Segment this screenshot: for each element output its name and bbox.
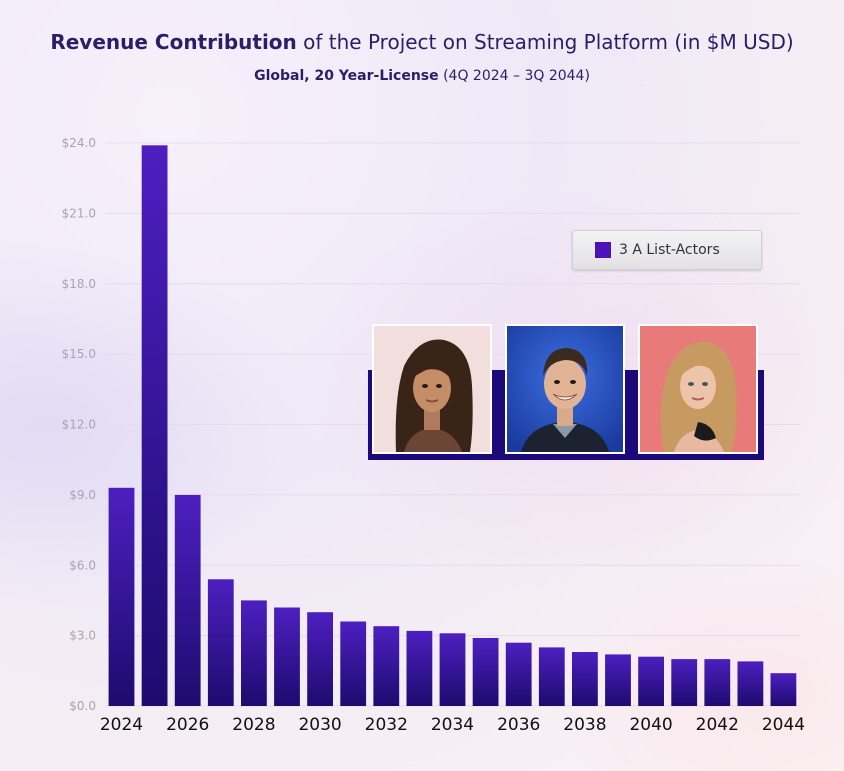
x-tick-label: 2032 bbox=[365, 715, 408, 735]
bar-2029 bbox=[274, 607, 300, 706]
bar-2033 bbox=[406, 630, 433, 706]
bar-2026 bbox=[174, 494, 201, 706]
bar-2037 bbox=[538, 647, 565, 706]
actor-photo-2 bbox=[505, 324, 625, 454]
bar-2035 bbox=[472, 638, 499, 706]
x-tick-label: 2036 bbox=[497, 715, 540, 735]
chart-title-rest: of the Project on Streaming Platform (in… bbox=[296, 30, 794, 54]
actor-photos bbox=[368, 324, 764, 460]
bar-2034 bbox=[439, 633, 466, 706]
bar-2043 bbox=[737, 661, 764, 706]
x-tick-label: 2024 bbox=[100, 715, 143, 735]
x-tick-label: 2044 bbox=[762, 715, 805, 735]
x-tick-label: 2030 bbox=[298, 715, 341, 735]
y-tick-label: $0.0 bbox=[69, 699, 96, 713]
bar-2036 bbox=[505, 642, 532, 706]
bar-2044 bbox=[770, 673, 797, 706]
y-tick-label: $6.0 bbox=[69, 558, 96, 572]
bar-2038 bbox=[572, 652, 598, 706]
bar-2024 bbox=[108, 487, 135, 706]
actor-photo-3 bbox=[638, 324, 758, 454]
bar-2027 bbox=[207, 579, 234, 706]
bar-2028 bbox=[241, 600, 267, 706]
bar-2032 bbox=[373, 626, 400, 706]
chart-title: Revenue Contribution of the Project on S… bbox=[0, 30, 844, 54]
x-tick-label: 2038 bbox=[563, 715, 606, 735]
x-tick-label: 2028 bbox=[232, 715, 275, 735]
legend-label: 3 A List-Actors bbox=[619, 242, 720, 258]
x-axis-ticks: 2024 2026 2028 2030 2032 2034 2036 2038 2040 2042… bbox=[100, 715, 805, 735]
bars bbox=[108, 145, 797, 707]
y-axis-ticks: $0.0 $3.0 $6.0 $9.0 $12.0 $15.0 $18.0 $21.0 $24.… bbox=[62, 136, 96, 713]
chart-title-bold: Revenue Contribution bbox=[50, 30, 297, 54]
person-photo-2-icon bbox=[507, 326, 623, 452]
bar-2030 bbox=[307, 612, 333, 706]
bar-2031 bbox=[340, 621, 367, 706]
y-tick-label: $15.0 bbox=[62, 347, 96, 361]
x-tick-label: 2040 bbox=[629, 715, 672, 735]
bar-2039 bbox=[605, 654, 631, 706]
chart-subtitle-bold: Global, 20 Year-License bbox=[254, 68, 439, 84]
legend-swatch bbox=[595, 242, 611, 258]
actor-photo-1 bbox=[372, 324, 492, 454]
bar-2041 bbox=[671, 659, 698, 706]
x-tick-label: 2042 bbox=[696, 715, 739, 735]
person-photo-1-icon bbox=[374, 326, 490, 452]
y-tick-label: $3.0 bbox=[69, 629, 96, 643]
y-tick-label: $9.0 bbox=[69, 488, 96, 502]
legend: 3 A List-Actors bbox=[572, 230, 762, 270]
bar-2040 bbox=[638, 656, 664, 706]
y-tick-label: $21.0 bbox=[62, 206, 96, 220]
chart-subtitle-rest: (4Q 2024 – 3Q 2044) bbox=[438, 68, 590, 84]
bar-2025 bbox=[141, 145, 168, 707]
x-tick-label: 2026 bbox=[166, 715, 209, 735]
chart-subtitle: Global, 20 Year-License (4Q 2024 – 3Q 20… bbox=[0, 68, 844, 84]
y-tick-label: $12.0 bbox=[62, 418, 96, 432]
y-tick-label: $24.0 bbox=[62, 136, 96, 150]
bar-2042 bbox=[704, 659, 731, 706]
x-tick-label: 2034 bbox=[431, 715, 474, 735]
y-tick-label: $18.0 bbox=[62, 277, 96, 291]
person-photo-3-icon bbox=[640, 326, 756, 452]
